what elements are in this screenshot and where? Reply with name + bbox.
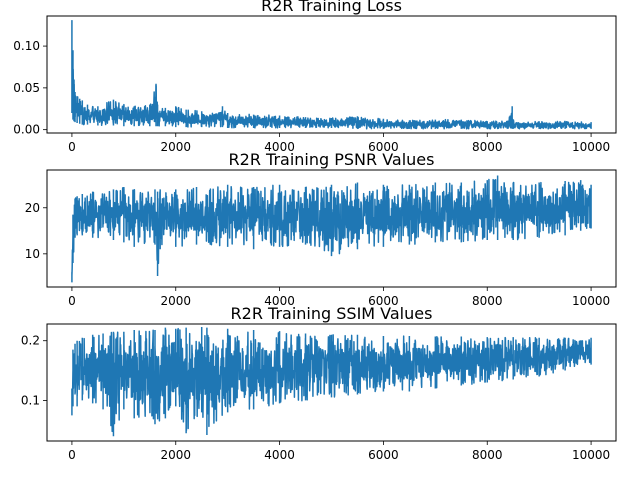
x-tick-label: 4000 [264,448,295,462]
x-tick-label: 0 [68,294,76,308]
y-tick-label: 0.00 [13,123,40,137]
y-tick-label: 20 [25,201,40,215]
x-tick-label: 4000 [264,140,295,154]
chart-panel-2: R2R Training PSNR Values 0 2000 4000 6000 800… [25,150,617,308]
y-tick-label: 10 [25,247,40,261]
axes-frame [46,323,617,442]
x-tick-label: 6000 [368,140,399,154]
x-tick-label: 0 [68,448,76,462]
y-tick-label: 0.10 [13,39,40,53]
chart-panel-1: R2R Training Loss 0 2000 4000 6000 8000 10000 0… [13,0,617,154]
x-tick-label: 2000 [160,294,191,308]
x-tick-label: 10000 [572,294,610,308]
chart-title: R2R Training Loss [261,0,402,15]
axes-frame [46,169,617,288]
y-tick-label: 0.2 [21,334,40,348]
series-line [71,175,592,283]
chart-title: R2R Training PSNR Values [229,150,435,169]
series-line [71,20,592,130]
x-tick-label: 8000 [472,448,503,462]
x-tick-label: 8000 [472,140,503,154]
x-tick-label: 8000 [472,294,503,308]
x-tick-label: 4000 [264,294,295,308]
x-tick-label: 6000 [368,448,399,462]
chart-title: R2R Training SSIM Values [231,304,433,323]
series-line [71,326,592,437]
x-tick-label: 10000 [572,448,610,462]
x-tick-label: 0 [68,140,76,154]
x-tick-label: 2000 [160,448,191,462]
x-tick-label: 10000 [572,140,610,154]
y-tick-label: 0.05 [13,81,40,95]
axes-frame [46,15,617,134]
x-tick-label: 6000 [368,294,399,308]
y-tick-label: 0.1 [21,393,40,407]
chart-panel-3: R2R Training SSIM Values 0 2000 4000 6000 800… [21,304,617,462]
x-tick-label: 2000 [160,140,191,154]
